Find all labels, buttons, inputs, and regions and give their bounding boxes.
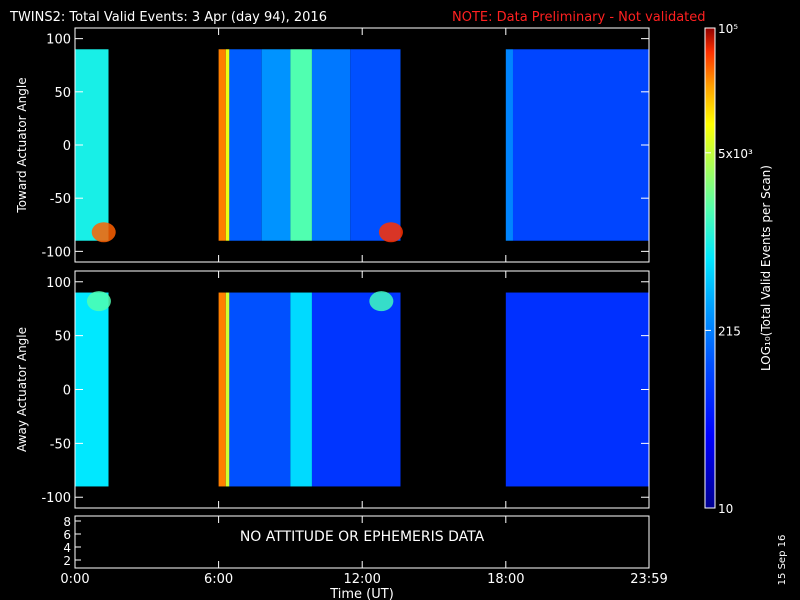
x-tick-label: 18:00 [487,572,524,587]
away-data-column-6 [505,292,649,487]
attitude-panel-message: NO ATTITUDE OR EPHEMERIS DATA [240,529,485,545]
toward-data-column-9 [512,49,649,241]
chart-title: TWINS2: Total Valid Events: 3 Apr (day 9… [9,10,327,25]
toward-ytick-label: -50 [50,192,71,207]
x-tick-label: 6:00 [204,572,233,587]
away-data-column-2 [225,292,230,487]
colorbar-label: LOG₁₀(Total Valid Events per Scan) [759,165,773,371]
colorbar-tick-label: 10⁵ [718,22,738,36]
attitude-ytick-label: 4 [63,541,71,555]
toward-data-column-1 [218,49,226,241]
x-tick-label: 0:00 [60,572,89,587]
attitude-ytick-label: 6 [63,528,71,542]
colorbar-tick-label: 5x10³ [718,147,753,161]
away-panel: 100 50 0 -50 -100 Away Actuator Angle [15,270,650,509]
away-ytick-label: 50 [54,330,71,345]
away-hotspot-0 [86,291,111,312]
x-tick-label: 12:00 [343,572,380,587]
away-data-column-5 [311,292,401,487]
away-ytick-label: -100 [41,491,71,506]
toward-data-column-4 [261,49,291,241]
toward-data-column-5 [290,49,312,241]
away-data-column-3 [229,292,291,487]
away-data-column-4 [290,292,312,487]
colorbar [704,27,716,509]
toward-hotspot-0 [91,222,116,243]
away-data-column-1 [218,292,226,487]
x-axis-label: Time (UT) [329,587,394,600]
attitude-ytick-label: 2 [63,554,71,568]
toward-data-column-2 [225,49,230,241]
toward-panel: 100 50 0 -50 -100 Toward Actuator Angle [15,27,650,263]
toward-y-axis-label: Toward Actuator Angle [15,77,29,213]
colorbar-tick-label: 10 [718,502,733,516]
toward-ytick-label: -100 [41,245,71,260]
toward-data-column-7 [350,49,401,241]
date-stamp: 15 Sep 16 [777,535,788,586]
toward-hotspot-1 [378,222,403,243]
toward-ytick-label: 100 [46,33,71,48]
away-hotspot-1 [369,291,394,312]
attitude-ytick-label: 8 [63,515,71,529]
toward-ytick-label: 50 [54,86,71,101]
away-ytick-label: 0 [63,384,71,399]
away-ytick-label: -50 [50,437,71,452]
away-ytick-label: 100 [46,276,71,291]
toward-ytick-label: 0 [63,139,71,154]
toward-data-column-3 [229,49,262,241]
colorbar-tick-label: 215 [718,324,741,338]
preliminary-note: NOTE: Data Preliminary - Not validated [452,10,706,25]
toward-data-column-6 [311,49,351,241]
x-tick-label: 23:59 [630,572,667,587]
away-y-axis-label: Away Actuator Angle [15,327,29,452]
toward-data-column-8 [505,49,513,241]
